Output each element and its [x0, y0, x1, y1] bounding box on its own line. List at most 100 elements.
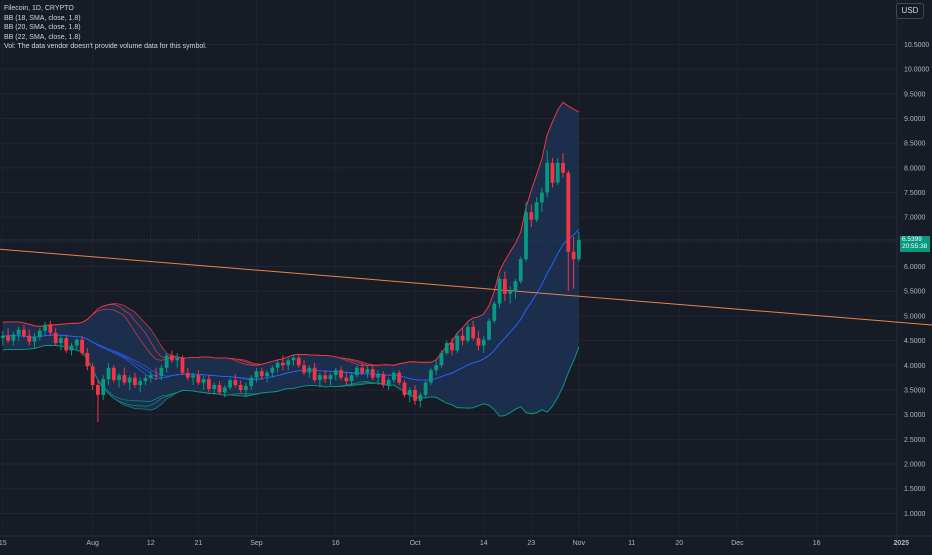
band-fill: [2, 102, 579, 417]
candle-body: [275, 362, 280, 368]
x-tick-label: Aug: [86, 540, 99, 547]
trendline[interactable]: [0, 248, 932, 346]
candle-body: [323, 375, 328, 380]
candle-body: [497, 278, 502, 304]
candle-body: [502, 278, 507, 294]
legend-bb-20[interactable]: BB (20, SMA, close, 1.8): [4, 24, 81, 32]
legend-volume-note: Vol: The data vendor doesn't provide vol…: [4, 43, 207, 51]
candle-body: [465, 326, 470, 341]
band-basis-line: [2, 229, 580, 381]
x-tick-label: 11: [628, 540, 635, 547]
candle-body: [37, 330, 42, 337]
legend-bb-22[interactable]: BB (22, SMA, close, 1.8): [4, 33, 81, 41]
candle-body: [508, 291, 513, 294]
candle-body: [518, 259, 523, 282]
y-tick-label: 1.0000: [904, 511, 926, 518]
candle-body: [566, 172, 571, 252]
candle-body: [386, 380, 391, 386]
candle-body: [254, 371, 259, 378]
candle-body: [354, 367, 359, 376]
candle-body: [6, 335, 10, 341]
candle-body: [281, 362, 285, 366]
y-tick-label: 4.0000: [904, 363, 926, 370]
candle-body: [550, 162, 555, 183]
candle-body: [476, 338, 481, 346]
candle-body: [111, 367, 116, 381]
candle-body: [244, 386, 248, 390]
x-tick-label: 14: [480, 540, 488, 547]
candle-body: [180, 357, 185, 373]
candle-body: [360, 367, 365, 373]
candle-body: [43, 324, 47, 331]
candle-body: [344, 377, 349, 382]
candle-body: [455, 335, 460, 351]
candle-body: [59, 338, 63, 344]
legend-bb-18[interactable]: BB (18, SMA, close, 1.8): [4, 14, 81, 22]
candle-body: [397, 372, 402, 383]
x-tick-label: 2025: [893, 540, 909, 547]
candle-body: [207, 379, 211, 389]
x-tick-label: 21: [194, 540, 202, 547]
y-tick-label: 7.0000: [904, 215, 926, 222]
candle-body: [302, 365, 306, 373]
candle-body: [439, 352, 444, 366]
bollinger-bands: [2, 101, 580, 417]
candle-body: [196, 375, 201, 383]
x-tick-label: 23: [527, 540, 535, 547]
candle-body: [122, 375, 127, 383]
y-tick-label: 8.0000: [904, 165, 926, 172]
candle-body: [471, 326, 476, 339]
candle-body: [222, 387, 227, 393]
candle-body: [428, 370, 433, 383]
candle-body: [106, 367, 111, 380]
candle-body: [249, 377, 254, 387]
candle-body: [318, 375, 322, 381]
candle-body: [148, 375, 153, 379]
candle-body: [423, 382, 428, 395]
trendline-segment[interactable]: [0, 248, 932, 346]
candle-body: [32, 336, 37, 342]
candle-body: [333, 370, 338, 376]
y-tick-label: 2.5000: [904, 437, 926, 444]
candle-body: [513, 281, 518, 292]
candle-body: [487, 320, 491, 340]
currency-button[interactable]: USD: [896, 3, 924, 19]
y-tick-label: 9.0000: [904, 116, 926, 123]
candle-body: [138, 381, 143, 386]
candle-body: [539, 192, 544, 203]
candle-body: [80, 339, 84, 353]
candle-body: [238, 385, 243, 390]
last-price-label: 6.5399 20:55:38: [900, 235, 930, 252]
y-tick-label: 2.0000: [904, 462, 926, 469]
candle-body: [96, 385, 100, 395]
time-axis[interactable]: 15Aug1221Sep16Oct1423Nov1120Dec162025132…: [0, 540, 932, 547]
candle-body: [492, 303, 497, 321]
candle-body: [370, 369, 375, 378]
x-tick-label: Oct: [410, 540, 421, 547]
candle-body: [561, 162, 565, 173]
candle-body: [450, 343, 454, 351]
y-tick-label: 3.0000: [904, 412, 926, 419]
x-tick-label: Sep: [250, 540, 263, 547]
y-tick-label: 8.5000: [904, 141, 926, 148]
candle-body: [201, 379, 206, 383]
candle-body: [154, 375, 158, 377]
candle-body: [11, 334, 16, 341]
candle-body: [170, 355, 174, 361]
x-tick-label: 16: [813, 540, 821, 547]
x-tick-label: 16: [332, 540, 340, 547]
x-tick-label: 20: [675, 540, 683, 547]
candle-body: [391, 372, 396, 381]
candle-body: [576, 239, 581, 260]
candle-body: [270, 367, 275, 373]
candle-body: [381, 374, 386, 386]
symbol-title[interactable]: Filecoin, 1D, CRYPTO: [4, 5, 74, 12]
candle-body: [286, 360, 291, 366]
candle-body: [27, 335, 32, 342]
candle-body: [212, 385, 217, 389]
x-tick-label: Dec: [731, 540, 744, 547]
candle-body: [64, 338, 69, 351]
